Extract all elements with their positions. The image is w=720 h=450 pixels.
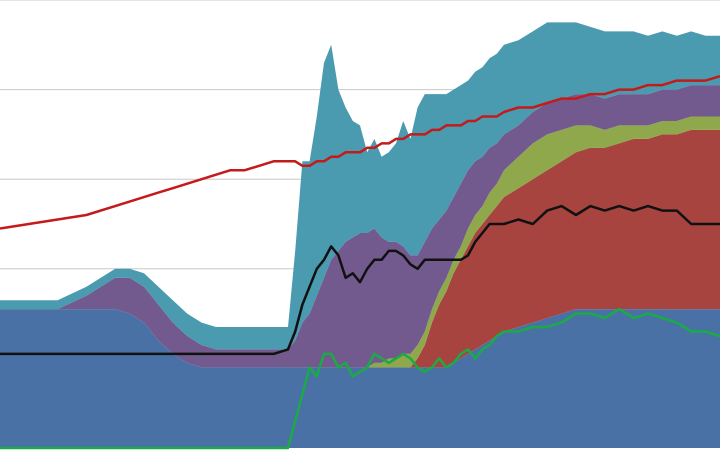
area-series-2	[0, 129, 720, 368]
line-series-1	[0, 204, 720, 356]
area-layer	[0, 22, 720, 448]
area-series-4	[0, 85, 720, 368]
line-layer	[0, 75, 720, 450]
line-series-0	[0, 75, 720, 230]
line-series-2	[0, 307, 720, 450]
area-series-0	[0, 309, 720, 448]
